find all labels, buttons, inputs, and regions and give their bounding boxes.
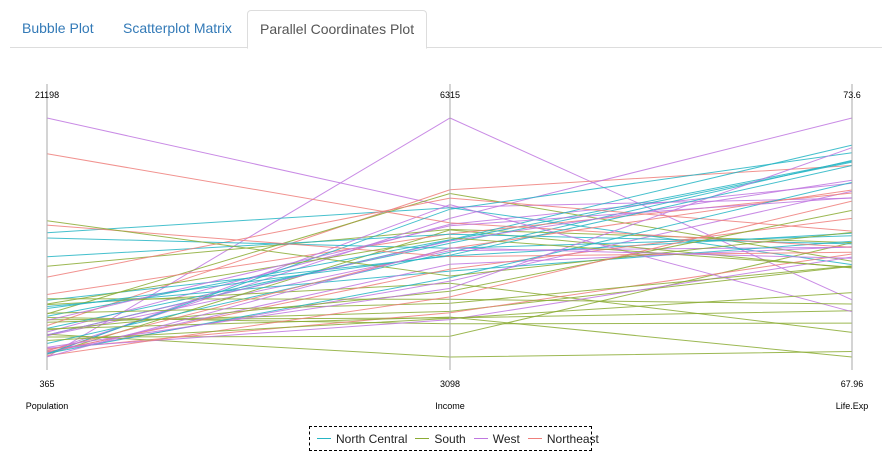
legend-swatch [527,438,542,439]
tab-scatterplot-matrix[interactable]: Scatterplot Matrix [123,20,232,36]
axis-name: Income [435,401,465,411]
axes: 21198 365 Population 6315 3098 Income 73.6 67.9… [26,84,869,411]
legend: North Central South West Northeast [309,426,599,451]
tab-bubble-plot[interactable]: Bubble Plot [22,20,94,36]
legend-label: South [434,431,466,446]
tick-label-max: 73.6 [843,90,861,100]
tick-label-max: 21198 [35,90,59,100]
legend-item-north-central: North Central [317,432,407,446]
legend-label: West [492,431,520,446]
legend-item-west: West [473,431,520,446]
tick-label-min: 67.96 [841,379,864,389]
legend-swatch [317,438,331,439]
legend-swatch [415,438,430,439]
legend-swatch [473,438,488,439]
tab-bar: Bubble Plot Scatterplot Matrix Parallel … [10,10,882,49]
tick-label-min: 3098 [440,379,460,389]
legend-label: North Central [336,431,408,446]
axis-name: Life.Exp [836,401,869,411]
axis-name: Population [26,401,69,411]
tick-label-min: 365 [39,379,54,389]
tick-label-max: 6315 [440,90,460,100]
legend-item-northeast: Northeast [527,431,599,446]
legend-label: Northeast [546,431,599,446]
legend-item-south: South [415,431,466,446]
tab-parallel-coordinates-plot[interactable]: Parallel Coordinates Plot [247,10,428,49]
